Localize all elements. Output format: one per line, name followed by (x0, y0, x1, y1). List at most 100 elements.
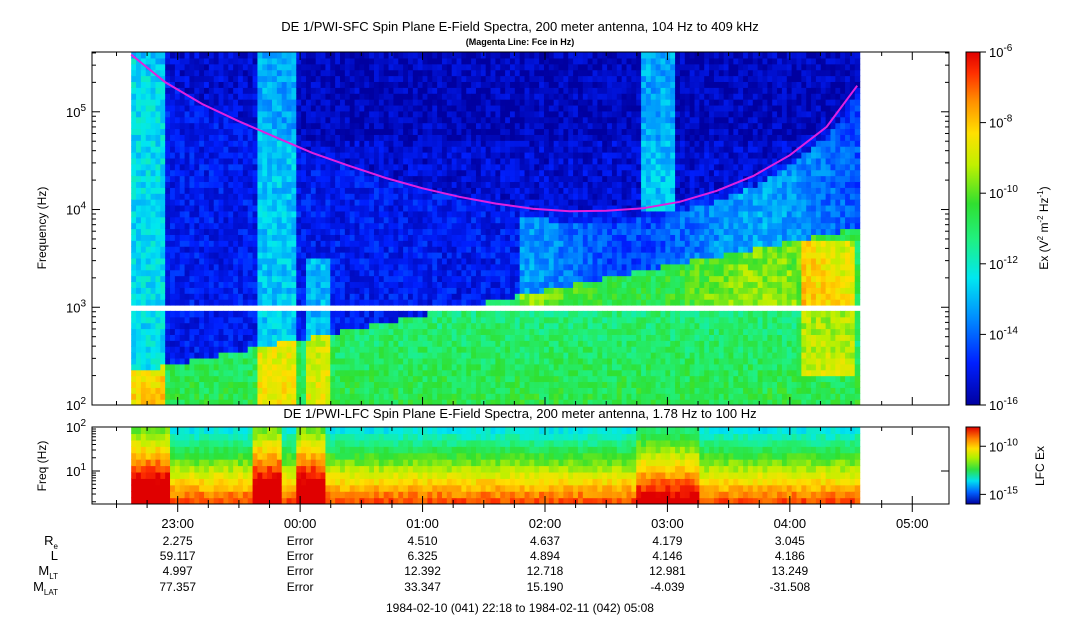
top-spectrogram-cell (335, 269, 341, 277)
top-spectrogram-cell (407, 234, 414, 241)
top-spectrogram-cell (407, 252, 414, 259)
top-spectrogram-cell (432, 140, 438, 147)
top-spectrogram-cell (306, 252, 312, 259)
top-spectrogram-cell (344, 52, 351, 59)
top-spectrogram-cell (145, 334, 152, 341)
top-spectrogram-cell (373, 246, 380, 253)
top-spectrogram-cell (432, 275, 438, 283)
top-spectrogram-cell (466, 234, 472, 241)
top-spectrogram-cell (369, 93, 375, 100)
top-spectrogram-cell (335, 293, 341, 300)
top-spectrogram-cell (276, 169, 283, 177)
top-spectrogram-cell (529, 157, 535, 165)
top-spectrogram-cell (145, 93, 152, 100)
top-spectrogram-cell (301, 122, 307, 130)
top-spectrogram-cell (490, 393, 497, 400)
top-spectrogram-cell (505, 75, 511, 83)
top-spectrogram-cell (471, 181, 477, 188)
top-spectrogram-cell (412, 122, 419, 130)
top-spectrogram-cell (286, 116, 293, 124)
top-spectrogram-cell (136, 163, 142, 171)
top-spectrogram-cell (213, 175, 220, 183)
top-spectrogram-cell (466, 93, 472, 100)
top-spectrogram-cell (524, 193, 530, 200)
top-spectrogram-cell (437, 310, 443, 318)
top-spectrogram-cell (194, 63, 200, 71)
top-spectrogram-cell (456, 216, 463, 224)
top-spectrogram-cell (514, 281, 521, 288)
top-spectrogram-cell (306, 346, 312, 353)
top-spectrogram-cell (223, 110, 229, 118)
top-spectrogram-cell (373, 281, 380, 288)
top-spectrogram-cell (349, 57, 356, 65)
top-spectrogram-cell (170, 99, 176, 106)
top-spectrogram-cell (296, 287, 302, 294)
top-spectrogram-cell (242, 228, 249, 235)
top-spectrogram-cell (407, 57, 414, 65)
top-spectrogram-cell (174, 204, 181, 212)
top-spectrogram-cell (344, 393, 351, 400)
top-spectrogram-cell (238, 228, 244, 235)
top-spectrogram-cell (480, 199, 487, 206)
top-spectrogram-cell (529, 287, 535, 294)
top-spectrogram-cell (485, 369, 492, 377)
top-spectrogram-area (130, 52, 861, 405)
top-spectrogram-cell (286, 334, 293, 341)
top-spectrogram-cell (184, 357, 191, 365)
top-spectrogram-cell (495, 104, 501, 112)
top-spectrogram-cell (378, 204, 385, 212)
top-spectrogram-cell (403, 146, 409, 153)
top-spectrogram-cell (524, 375, 530, 383)
top-spectrogram-cell (296, 369, 302, 377)
top-spectrogram-cell (194, 263, 200, 271)
top-spectrogram-cell (417, 269, 424, 277)
top-spectrogram-cell (140, 381, 147, 388)
top-spectrogram-cell (165, 204, 171, 212)
top-spectrogram-cell (451, 293, 458, 300)
top-spectrogram-cell (340, 334, 346, 341)
top-spectrogram-cell (145, 310, 152, 318)
top-spectrogram-cell (432, 293, 438, 300)
top-spectrogram-cell (296, 322, 302, 330)
top-spectrogram-cell (136, 152, 142, 159)
top-spectrogram-cell (471, 69, 477, 77)
top-spectrogram-cell (281, 328, 288, 335)
top-spectrogram-cell (310, 399, 317, 405)
top-spectrogram-cell (276, 228, 283, 235)
top-spectrogram-cell (165, 375, 171, 383)
top-spectrogram-cell (208, 69, 215, 77)
top-spectrogram-cell (393, 322, 399, 330)
top-spectrogram-cell (228, 81, 234, 88)
top-spectrogram-cell (223, 169, 229, 177)
top-spectrogram-cell (388, 263, 395, 271)
top-spectrogram-cell (514, 334, 521, 341)
top-spectrogram-cell (160, 57, 166, 65)
top-spectrogram-cell (276, 310, 283, 318)
top-spectrogram-cell (534, 340, 540, 347)
top-spectrogram-cell (524, 252, 530, 259)
top-spectrogram-cell (524, 369, 530, 377)
top-spectrogram-cell (223, 399, 229, 405)
top-spectrogram-cell (417, 275, 424, 283)
top-spectrogram-cell (140, 110, 147, 118)
top-spectrogram-cell (228, 393, 234, 400)
top-spectrogram-cell (199, 134, 205, 141)
top-spectrogram-cell (524, 169, 530, 177)
top-spectrogram-cell (315, 199, 322, 206)
top-spectrogram-cell (320, 257, 327, 265)
top-spectrogram-cell (267, 128, 273, 135)
top-spectrogram-cell (344, 193, 351, 200)
top-spectrogram-cell (301, 216, 307, 224)
top-spectrogram-cell (509, 387, 516, 394)
top-spectrogram-cell (199, 246, 205, 253)
top-spectrogram-cell (170, 299, 176, 306)
top-spectrogram-cell (310, 252, 317, 259)
top-spectrogram-cell (475, 69, 482, 77)
top-spectrogram-cell (417, 357, 424, 365)
top-spectrogram-cell (325, 87, 331, 94)
top-spectrogram-cell (286, 322, 293, 330)
top-spectrogram-cell (461, 275, 467, 283)
top-spectrogram-cell (174, 210, 181, 218)
top-spectrogram-cell (461, 328, 467, 335)
top-spectrogram-cell (315, 110, 322, 118)
